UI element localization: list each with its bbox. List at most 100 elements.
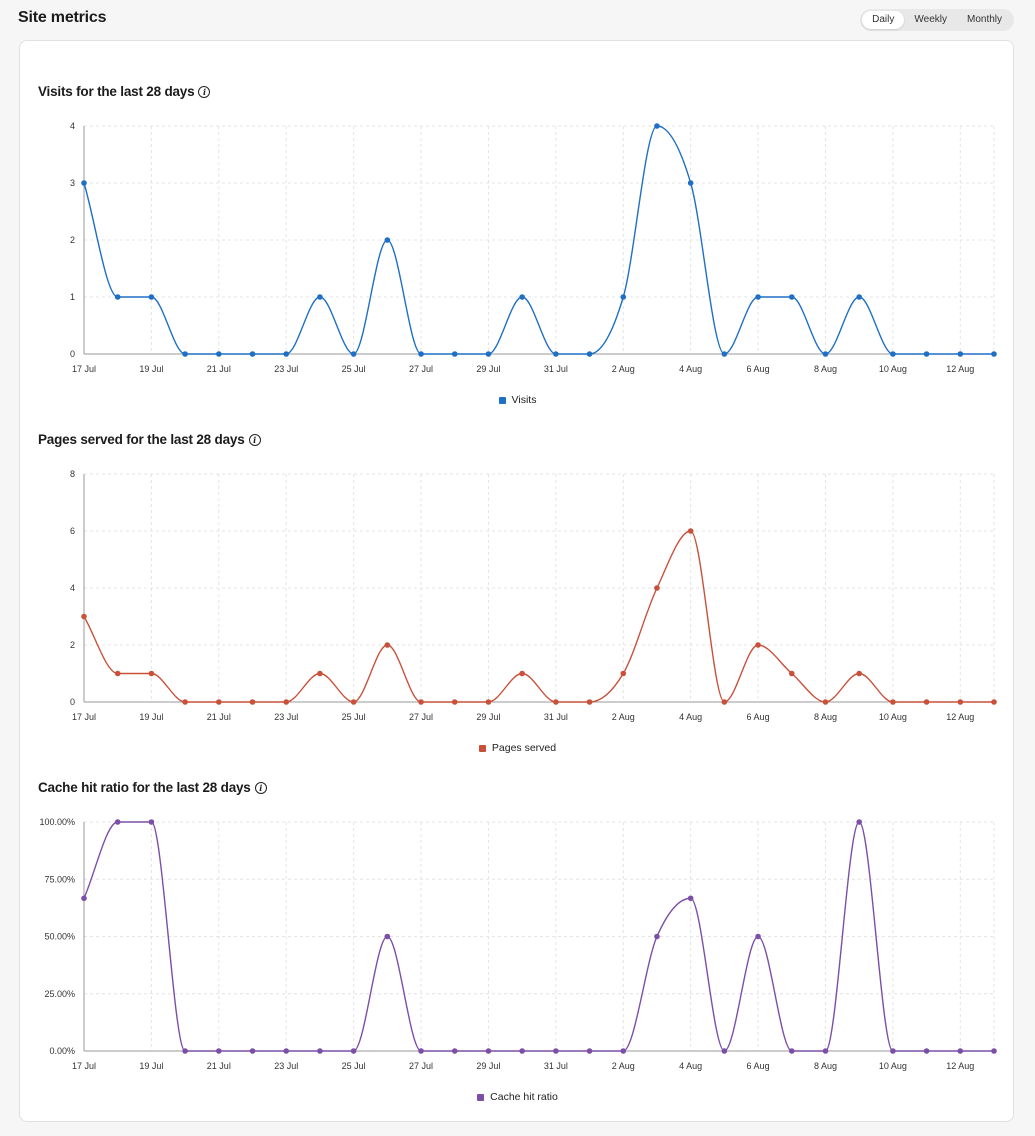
data-point[interactable] <box>114 670 121 677</box>
data-point[interactable] <box>384 933 391 940</box>
data-point[interactable] <box>81 895 87 902</box>
cache-legend[interactable]: Cache hit ratio <box>20 1091 1015 1103</box>
data-point[interactable] <box>991 1048 997 1054</box>
data-point[interactable] <box>317 294 323 300</box>
data-point[interactable] <box>687 180 694 186</box>
data-point[interactable] <box>721 1048 728 1054</box>
data-point[interactable] <box>755 294 761 300</box>
data-point[interactable] <box>350 351 357 357</box>
data-point[interactable] <box>822 699 829 705</box>
tab-daily[interactable]: Daily <box>862 11 905 29</box>
data-point[interactable] <box>923 1048 930 1054</box>
x-tick-label: 29 Jul <box>476 364 500 374</box>
data-point[interactable] <box>721 699 728 705</box>
data-point[interactable] <box>249 351 256 357</box>
info-icon[interactable]: i <box>248 433 261 446</box>
x-tick-label: 29 Jul <box>476 712 500 722</box>
data-point[interactable] <box>654 933 660 940</box>
data-point[interactable] <box>553 351 559 357</box>
data-point[interactable] <box>283 351 290 357</box>
data-point[interactable] <box>148 670 155 677</box>
data-point[interactable] <box>148 819 155 825</box>
data-point[interactable] <box>182 351 188 357</box>
data-point[interactable] <box>317 1048 323 1054</box>
data-point[interactable] <box>890 699 896 705</box>
data-point[interactable] <box>822 1048 829 1054</box>
info-icon[interactable]: i <box>198 85 211 98</box>
data-point[interactable] <box>350 1048 357 1054</box>
data-point[interactable] <box>755 933 761 940</box>
data-point[interactable] <box>418 1048 424 1054</box>
data-point[interactable] <box>384 642 391 648</box>
data-point[interactable] <box>620 294 627 300</box>
data-point[interactable] <box>81 613 87 620</box>
legend-label: Pages served <box>491 742 557 754</box>
data-point[interactable] <box>485 699 492 705</box>
pages-legend[interactable]: Pages served <box>20 742 1015 754</box>
data-point[interactable] <box>350 699 357 705</box>
data-point[interactable] <box>687 528 694 534</box>
data-point[interactable] <box>788 670 795 677</box>
data-point[interactable] <box>384 237 391 243</box>
data-point[interactable] <box>856 819 862 825</box>
data-point[interactable] <box>553 699 559 705</box>
data-point[interactable] <box>182 699 188 705</box>
data-point[interactable] <box>451 1048 458 1054</box>
data-point[interactable] <box>451 699 458 705</box>
y-tick-label: 8 <box>70 469 75 479</box>
data-point[interactable] <box>620 670 627 677</box>
x-tick-label: 4 Aug <box>679 712 702 722</box>
data-point[interactable] <box>957 699 964 705</box>
data-point[interactable] <box>788 1048 795 1054</box>
y-tick-label: 0 <box>70 697 75 707</box>
data-point[interactable] <box>283 699 290 705</box>
data-point[interactable] <box>519 670 525 677</box>
data-point[interactable] <box>216 351 222 357</box>
data-point[interactable] <box>451 351 458 357</box>
data-point[interactable] <box>822 351 829 357</box>
data-point[interactable] <box>148 294 155 300</box>
visits-legend[interactable]: Visits <box>20 394 1015 406</box>
tab-monthly[interactable]: Monthly <box>966 14 1002 25</box>
data-point[interactable] <box>923 699 930 705</box>
data-point[interactable] <box>519 294 525 300</box>
data-point[interactable] <box>991 351 997 357</box>
data-point[interactable] <box>755 642 761 648</box>
data-point[interactable] <box>856 670 862 677</box>
info-icon[interactable]: i <box>254 781 267 794</box>
data-point[interactable] <box>654 123 660 129</box>
data-point[interactable] <box>890 351 896 357</box>
data-point[interactable] <box>114 819 121 825</box>
data-point[interactable] <box>418 351 424 357</box>
data-point[interactable] <box>114 294 121 300</box>
data-point[interactable] <box>182 1048 188 1054</box>
data-point[interactable] <box>856 294 862 300</box>
data-point[interactable] <box>890 1048 896 1054</box>
data-point[interactable] <box>249 1048 256 1054</box>
data-point[interactable] <box>519 1048 525 1054</box>
data-point[interactable] <box>923 351 930 357</box>
data-point[interactable] <box>654 585 660 591</box>
tab-weekly[interactable]: Weekly <box>914 14 947 25</box>
data-point[interactable] <box>586 699 593 705</box>
data-point[interactable] <box>553 1048 559 1054</box>
data-point[interactable] <box>249 699 256 705</box>
metrics-card: Visits for the last 28 days i 0 1 2 3 4 17 Ju… <box>19 40 1014 1122</box>
data-point[interactable] <box>81 180 87 186</box>
data-point[interactable] <box>687 895 694 902</box>
data-point[interactable] <box>991 699 997 705</box>
data-point[interactable] <box>418 699 424 705</box>
data-point[interactable] <box>317 670 323 677</box>
data-point[interactable] <box>485 351 492 357</box>
data-point[interactable] <box>485 1048 492 1054</box>
data-point[interactable] <box>620 1048 627 1054</box>
data-point[interactable] <box>721 351 728 357</box>
data-point[interactable] <box>216 699 222 705</box>
data-point[interactable] <box>957 351 964 357</box>
data-point[interactable] <box>586 351 593 357</box>
data-point[interactable] <box>216 1048 222 1054</box>
data-point[interactable] <box>283 1048 290 1054</box>
data-point[interactable] <box>586 1048 593 1054</box>
data-point[interactable] <box>788 294 795 300</box>
data-point[interactable] <box>957 1048 964 1054</box>
